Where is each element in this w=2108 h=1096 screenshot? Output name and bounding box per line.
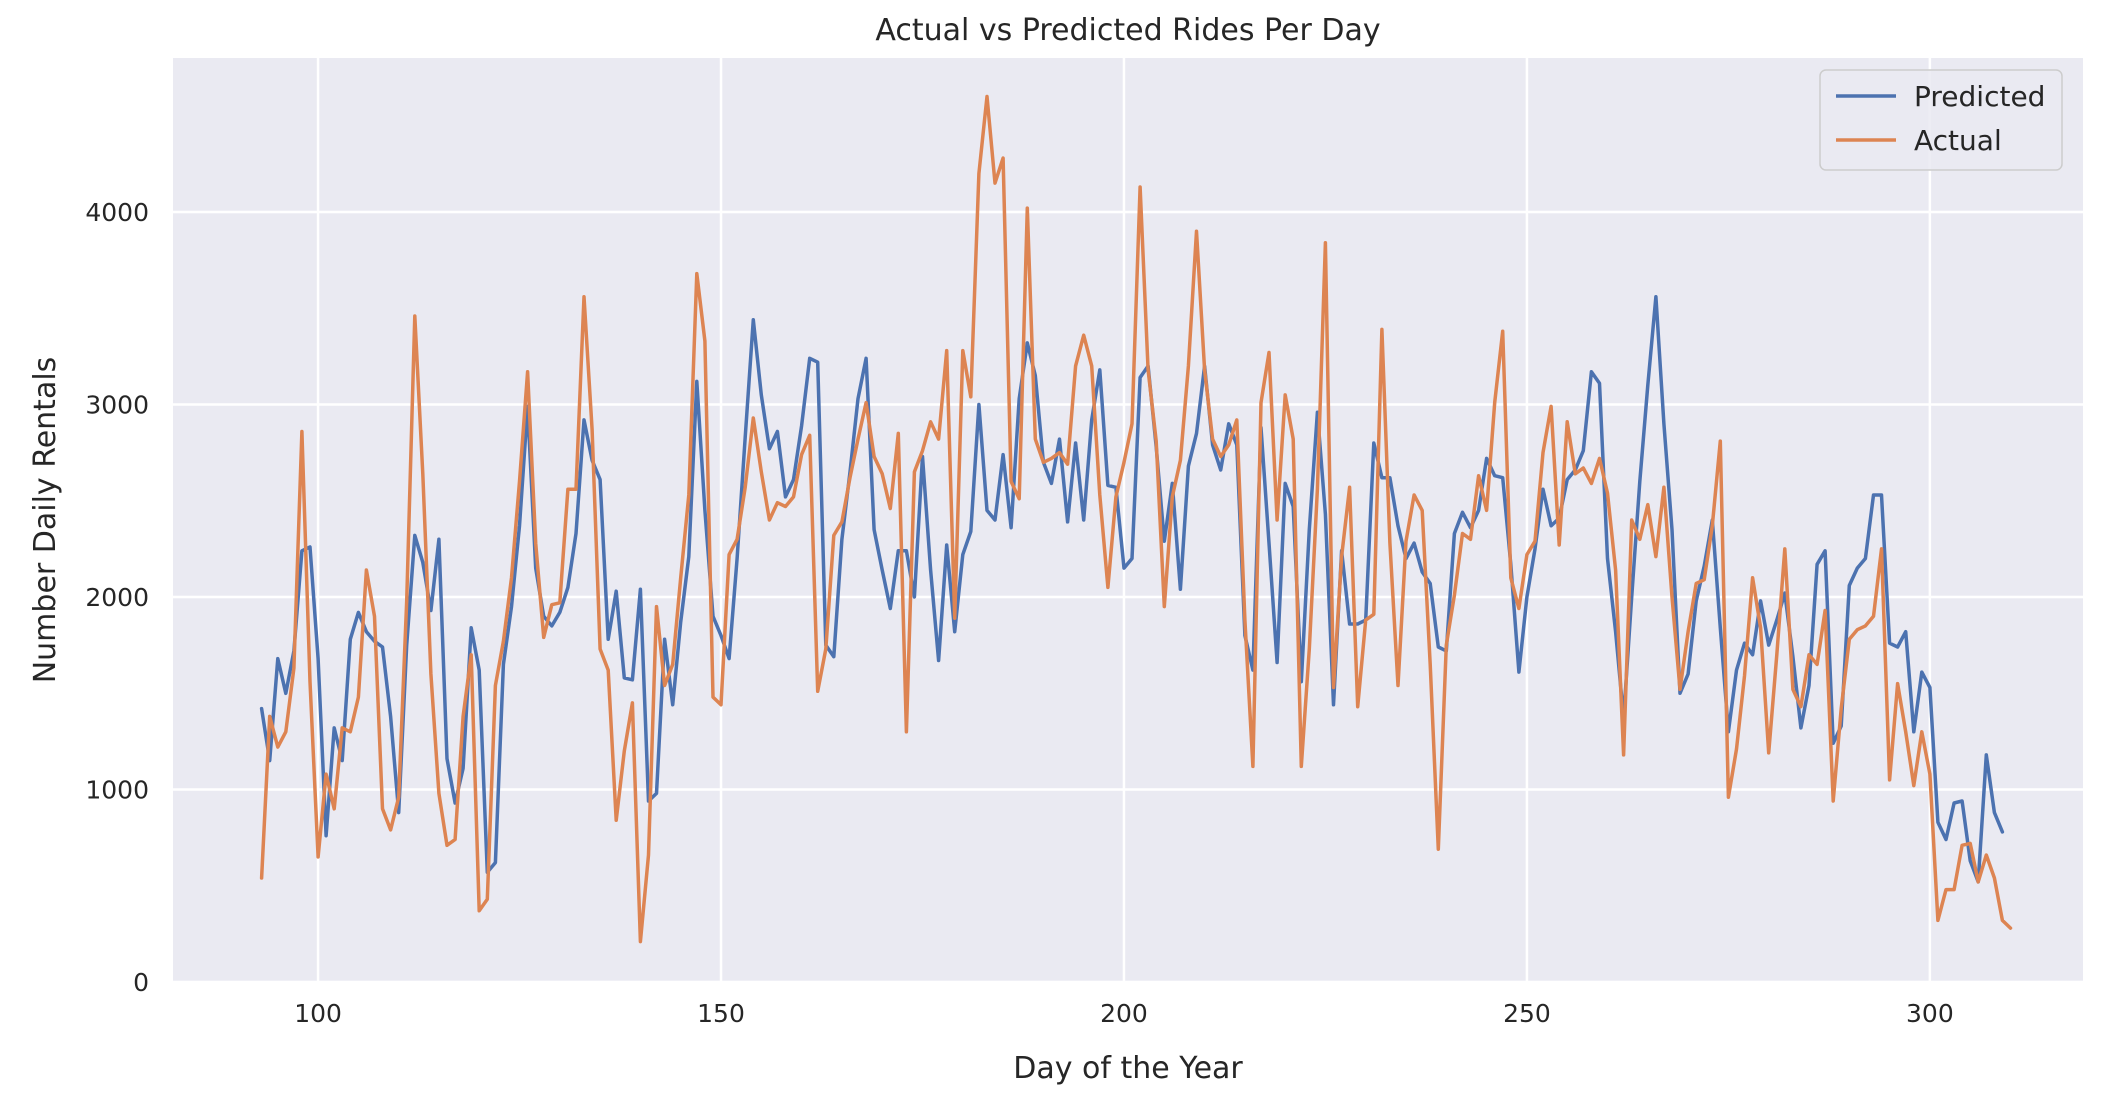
chart-title: Actual vs Predicted Rides Per Day bbox=[875, 13, 1380, 48]
y-axis-label: Number Daily Rentals bbox=[28, 357, 63, 684]
x-axis-label: Day of the Year bbox=[1013, 1051, 1243, 1086]
x-tick-label: 200 bbox=[1100, 999, 1148, 1028]
legend: Predicted Actual bbox=[1819, 69, 2063, 171]
legend-label-actual: Actual bbox=[1914, 124, 2002, 157]
x-tick-label: 150 bbox=[697, 999, 745, 1028]
y-tick-label: 4000 bbox=[85, 198, 149, 227]
x-tick-label: 250 bbox=[1503, 999, 1551, 1028]
plot-area bbox=[173, 58, 2083, 982]
x-tick-label: 100 bbox=[294, 999, 342, 1028]
y-tick-label: 3000 bbox=[85, 391, 149, 420]
y-tick-labels: 0 1000 2000 3000 4000 bbox=[85, 198, 149, 997]
series-lines bbox=[259, 94, 2013, 944]
x-tick-label: 300 bbox=[1906, 999, 1954, 1028]
y-tick-label: 0 bbox=[133, 968, 149, 997]
y-tick-label: 1000 bbox=[85, 776, 149, 805]
y-tick-label: 2000 bbox=[85, 583, 149, 612]
series-line-actual bbox=[259, 94, 2013, 944]
x-tick-labels: 100 150 200 250 300 bbox=[294, 999, 1954, 1028]
y-gridlines bbox=[173, 210, 2083, 984]
legend-label-predicted: Predicted bbox=[1914, 80, 2045, 113]
